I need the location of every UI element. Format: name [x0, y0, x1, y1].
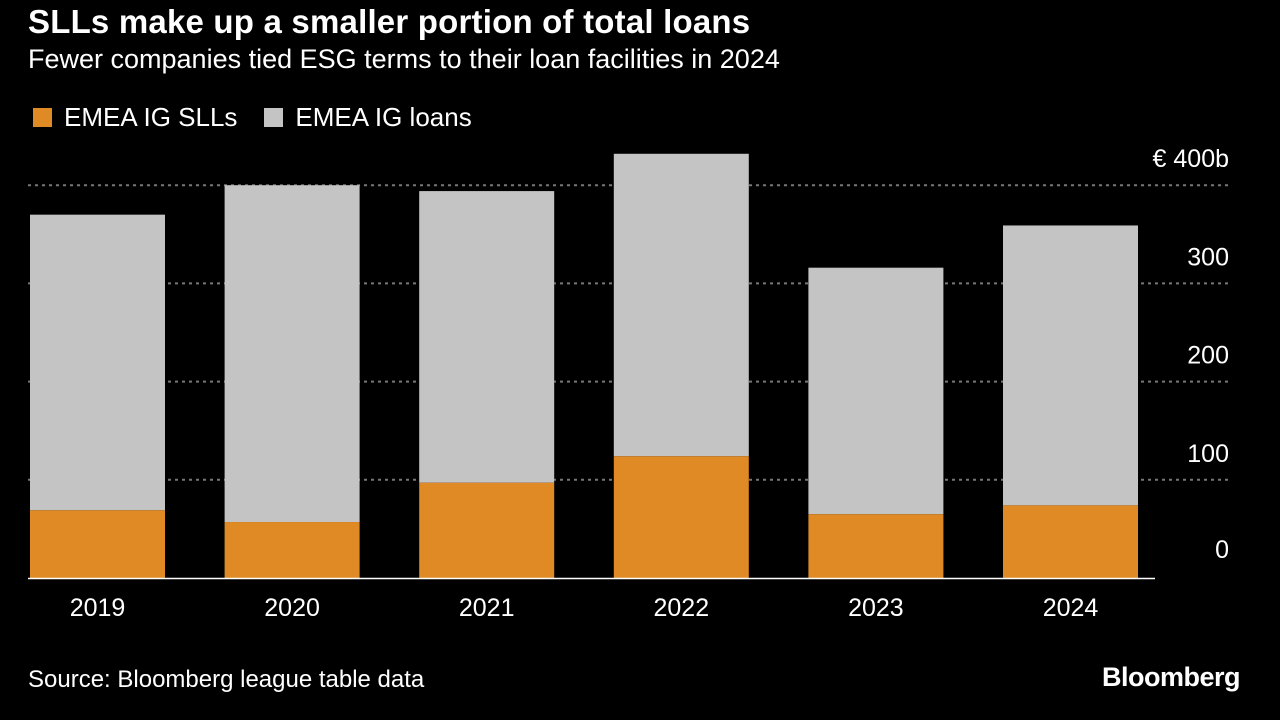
- y-tick-label-400: € 400b: [1153, 145, 1229, 173]
- x-tick-label-2022: 2022: [653, 594, 709, 622]
- bar-slls-2022: [613, 456, 749, 578]
- bar-slls-2020: [224, 522, 360, 578]
- source-note: Source: Bloomberg league table data: [28, 666, 425, 693]
- bar-loans-2023: [808, 267, 944, 515]
- x-tick-label-2024: 2024: [1043, 594, 1099, 622]
- bar-loans-2020: [224, 185, 360, 523]
- stacked-bar-chart: 2019 2020 2021 2022 2023 2024 0 100 200 300 € 400b: [0, 140, 1280, 640]
- legend-label-slls: EMEA IG SLLs: [64, 102, 238, 132]
- legend: EMEA IG SLLs EMEA IG loans: [33, 101, 499, 133]
- x-tick-label-2021: 2021: [459, 594, 515, 622]
- bar-slls-2021: [419, 482, 555, 578]
- bar-slls-2024: [1003, 505, 1138, 578]
- y-tick-label-100: 100: [1187, 440, 1229, 468]
- y-tick-label-300: 300: [1187, 243, 1229, 271]
- chart-svg: 2019 2020 2021 2022 2023 2024 0 100 200 300 € 400b: [28, 145, 1229, 622]
- bar-loans-2021: [419, 191, 555, 483]
- legend-item-slls: EMEA IG SLLs: [33, 101, 237, 133]
- legend-swatch-loans: [264, 107, 284, 127]
- bar-slls-2023: [808, 514, 944, 578]
- y-tick-label-200: 200: [1187, 342, 1229, 370]
- bloomberg-logo: Bloomberg: [1101, 662, 1241, 692]
- bar-slls-2019: [30, 510, 165, 578]
- legend-label-loans: EMEA IG loans: [295, 102, 472, 132]
- legend-swatch-slls: [33, 107, 52, 127]
- bar-loans-2024: [1003, 225, 1138, 506]
- legend-item-loans: EMEA IG loans: [264, 101, 472, 133]
- x-tick-label-2019: 2019: [70, 594, 126, 622]
- y-tick-label-0: 0: [1215, 536, 1229, 564]
- bar-loans-2019: [30, 214, 165, 511]
- chart-title: SLLs make up a smaller portion of total …: [28, 3, 751, 40]
- x-tick-label-2023: 2023: [848, 594, 904, 622]
- bar-loans-2022: [613, 153, 749, 457]
- x-tick-label-2020: 2020: [264, 594, 320, 622]
- chart-subtitle: Fewer companies tied ESG terms to their …: [28, 44, 780, 74]
